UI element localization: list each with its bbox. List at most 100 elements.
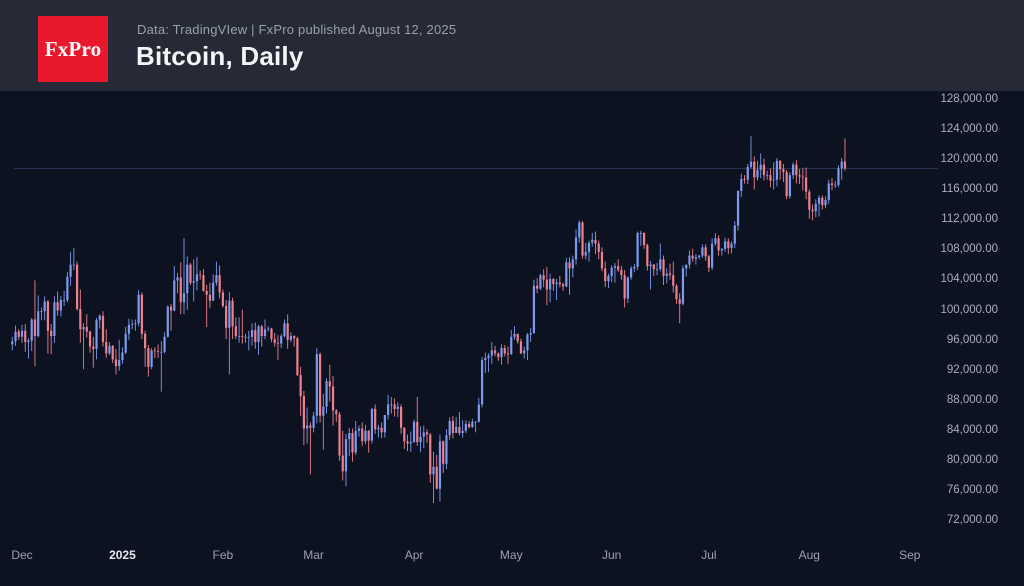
candle-body bbox=[659, 259, 662, 270]
candle-body bbox=[733, 225, 736, 244]
candle-body bbox=[357, 428, 361, 431]
candle-body bbox=[169, 306, 173, 311]
x-axis-label: Aug bbox=[798, 548, 820, 562]
candle-body bbox=[189, 264, 192, 283]
candle-body bbox=[792, 164, 795, 176]
y-axis-label: 96,000.00 bbox=[946, 333, 998, 346]
candle-body bbox=[536, 285, 539, 289]
x-axis-label: Jul bbox=[701, 548, 717, 562]
candle-body bbox=[720, 248, 723, 251]
candle-body bbox=[636, 233, 639, 267]
candle-body bbox=[429, 434, 432, 475]
candle-body bbox=[785, 172, 788, 197]
candle-body bbox=[364, 430, 367, 442]
candle-body bbox=[655, 269, 659, 270]
candle-body bbox=[50, 330, 53, 337]
fxpro-logo-text: FxPro bbox=[44, 36, 102, 61]
candle-body bbox=[468, 424, 471, 428]
candle-body bbox=[422, 432, 425, 437]
x-axis-label: Apr bbox=[404, 548, 424, 562]
candle-body bbox=[779, 160, 782, 170]
candle-body bbox=[173, 280, 176, 311]
candle-body bbox=[403, 427, 406, 442]
candle-body bbox=[88, 331, 92, 347]
candle-body bbox=[740, 178, 743, 191]
candle-body bbox=[480, 360, 484, 405]
y-axis-label: 88,000.00 bbox=[946, 393, 998, 406]
candle-body bbox=[85, 327, 88, 332]
candle-body bbox=[241, 336, 244, 337]
candle-body bbox=[727, 241, 730, 249]
candle-body bbox=[746, 166, 749, 180]
candle-body bbox=[114, 359, 118, 367]
candle-body bbox=[69, 264, 72, 277]
candle-body bbox=[600, 251, 604, 269]
candle-body bbox=[584, 251, 587, 256]
candle-body bbox=[121, 352, 124, 361]
candle-body bbox=[707, 256, 710, 268]
candle-body bbox=[153, 350, 156, 352]
candle-body bbox=[694, 257, 698, 259]
y-axis-label: 100,000.00 bbox=[940, 303, 998, 316]
candle-body bbox=[837, 168, 840, 185]
candle-body bbox=[759, 164, 762, 170]
candle-body bbox=[192, 281, 195, 283]
candle-body bbox=[626, 277, 629, 299]
candle-body bbox=[516, 333, 519, 342]
chart-area: 128,000.00 124,000.00 120,000.00 116,000.00… bbox=[0, 91, 1024, 586]
candle-body bbox=[782, 169, 785, 173]
candle-body bbox=[529, 333, 532, 335]
candle-body bbox=[662, 259, 665, 276]
candle-body bbox=[228, 300, 231, 328]
candle-body bbox=[814, 203, 817, 212]
candle-body bbox=[293, 336, 296, 339]
candle-body bbox=[82, 327, 85, 330]
x-axis-label: Sep bbox=[899, 548, 921, 562]
candle-body bbox=[361, 428, 364, 442]
candle-body bbox=[769, 175, 772, 181]
candle-body bbox=[348, 433, 351, 440]
candle-body bbox=[341, 455, 344, 472]
candle-body bbox=[59, 299, 62, 311]
candle-body bbox=[92, 346, 95, 349]
candle-body bbox=[723, 241, 727, 249]
candle-body bbox=[273, 339, 276, 343]
candle-body bbox=[753, 161, 756, 178]
candle-body bbox=[827, 183, 830, 200]
candle-body bbox=[484, 357, 487, 361]
candle-body bbox=[578, 222, 581, 238]
candle-body bbox=[766, 175, 769, 176]
candle-body bbox=[691, 255, 694, 259]
candle-body bbox=[668, 273, 672, 276]
candle-body bbox=[675, 285, 678, 300]
candle-body bbox=[565, 262, 568, 287]
y-axis-label: 128,000.00 bbox=[940, 93, 998, 105]
candle-body bbox=[438, 441, 442, 489]
candle-body bbox=[464, 424, 467, 431]
candle-body bbox=[617, 266, 620, 270]
x-axis-label: Jun bbox=[601, 548, 622, 562]
candle-body bbox=[312, 415, 315, 428]
x-axis-label: Mar bbox=[303, 548, 324, 562]
candle-body bbox=[79, 308, 82, 330]
candle-body bbox=[558, 282, 561, 285]
y-axis-label: 120,000.00 bbox=[940, 153, 998, 166]
candle-body bbox=[351, 433, 354, 453]
candle-body bbox=[383, 414, 386, 433]
candle-body bbox=[497, 353, 500, 358]
candle-body bbox=[396, 406, 399, 409]
candle-body bbox=[205, 290, 208, 295]
x-axis-label: May bbox=[499, 548, 523, 562]
candle-body bbox=[156, 351, 160, 352]
candle-body bbox=[17, 331, 20, 337]
candle-body bbox=[461, 430, 464, 434]
source-line: Data: TradingVIew | FxPro published Augu… bbox=[137, 22, 457, 37]
candle-body bbox=[328, 381, 331, 387]
candle-body bbox=[247, 336, 250, 338]
candle-body bbox=[14, 331, 17, 342]
candle-body bbox=[299, 375, 302, 397]
candle-body bbox=[306, 425, 309, 429]
candle-body bbox=[549, 278, 552, 290]
x-axis-label: Feb bbox=[212, 548, 234, 562]
candle-body bbox=[639, 233, 642, 234]
